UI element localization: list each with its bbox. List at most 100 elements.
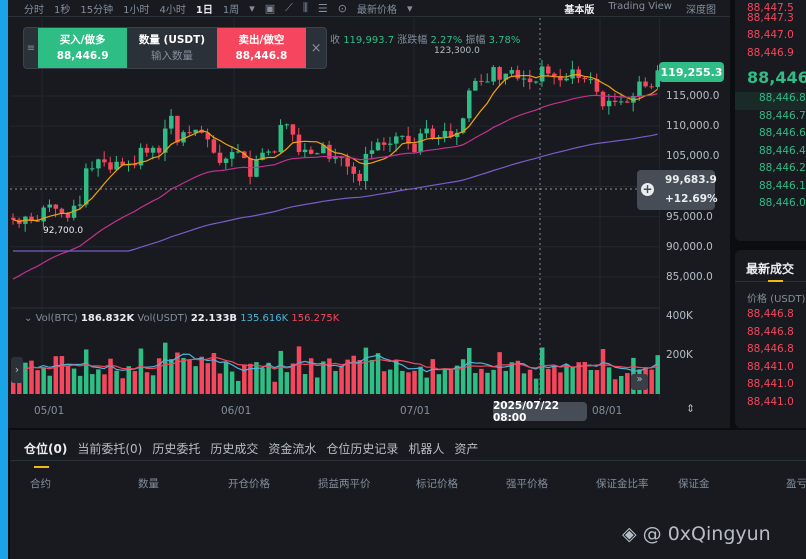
close-icon[interactable]: × [310,40,322,56]
tab-positions[interactable]: 仓位(0) [24,440,67,468]
fit-scale-icon[interactable]: ⇕ [686,403,695,415]
volume-bar [424,377,429,394]
bid-price[interactable]: 88,446.1 [759,179,806,192]
volume-bar [260,368,265,394]
candle-body [436,137,442,139]
candle-body [649,86,654,88]
view-basic[interactable]: 基本版 [564,4,595,16]
drag-handle-icon[interactable]: ≡ [26,42,36,54]
binance-logo-icon: ◈ [622,523,637,545]
expand-left-button[interactable]: › [11,357,23,383]
vol-ma1-value: 135.616K [240,313,289,324]
scroll-to-latest-button[interactable]: » [631,374,648,390]
col-margin-ratio: 保证金比率 [596,478,649,490]
candle-body [564,78,569,81]
add-alert-icon[interactable]: + [641,182,654,196]
quantity-input[interactable]: 数量 (USDT) 输入数量 [127,28,217,68]
price-type-select[interactable]: 最新价格 [357,4,397,16]
candle-body [473,80,478,91]
volume-bar [156,358,162,394]
settings-icon[interactable]: ☰ [317,1,328,15]
volume-bar [53,356,59,394]
bid-price[interactable]: 88,446.7 [759,109,806,122]
candlestick-chart[interactable] [10,18,660,400]
interval-1m[interactable]: 分时 [24,4,44,16]
volume-bar [308,358,314,394]
crosshair-date-label: 2025/07/22 08:00 [493,400,587,424]
ask-price[interactable]: 88,447.3 [747,11,794,24]
volume-bar [223,362,229,394]
calendar-icon[interactable]: ▣ [264,1,276,15]
tab-order-history[interactable]: 历史委托 [152,442,201,456]
ask-price[interactable]: 88,447.5 [747,2,794,14]
bid-price[interactable]: 88,446.0 [759,197,806,209]
sell-short-button[interactable]: 卖出/做空 88,446.8 [216,28,307,68]
bid-price[interactable]: 88,446.4 [759,144,806,157]
candle-body [485,81,490,83]
buy-long-button[interactable]: 买入/做多 88,446.9 [37,28,128,68]
volume-bar [211,353,217,394]
col-pnl: 盈亏 [786,478,806,490]
candle-body [108,162,113,170]
candle-body [606,100,612,107]
volume-bar [375,353,381,394]
price-tick: 115,000.0 [666,90,720,102]
tab-bots[interactable]: 机器人 [408,442,445,456]
more-intervals-chevron-icon[interactable]: ▾ [249,1,255,15]
candle-body [369,150,375,154]
bid-price[interactable]: 88,446.6 [759,127,806,139]
tab-assets[interactable]: 资产 [454,442,479,456]
volume-bar [381,371,387,394]
candle-body [631,96,636,103]
tab-trade-history[interactable]: 历史成交 [210,442,259,456]
view-tradingview[interactable]: Trading View [608,0,672,12]
volume-bar [284,372,290,394]
candle-body [77,204,83,206]
volume-bar [77,375,83,394]
price-tick: 110,000.0 [666,120,720,132]
candle-body [588,79,594,81]
indicator-icon[interactable]: ⟋ [285,1,293,14]
left-edge-strip [0,0,8,559]
volume-bar [558,372,563,394]
gear-icon[interactable]: ⊙ [337,1,347,15]
candle-body [582,77,588,80]
candle-body [29,216,34,221]
recent-trades-title[interactable]: 最新成交 [735,250,806,282]
interval-15m[interactable]: 15分钟 [80,4,114,16]
col-entry-price: 开仓价格 [228,478,270,490]
interval-1d[interactable]: 1日 [195,4,213,16]
interval-4h[interactable]: 4小时 [159,4,186,16]
col-liq-price: 强平价格 [506,478,548,490]
bid-price[interactable]: 88,446.8 [759,92,806,104]
volume-bar [138,348,144,394]
bid-price[interactable]: 88,446.2 [759,162,806,174]
volume-bar [564,364,569,394]
collapse-chevron-icon[interactable]: ⌄ [24,313,33,324]
ask-price[interactable]: 88,447.0 [747,29,794,41]
volume-bar [296,346,302,394]
interval-1s[interactable]: 1秒 [54,4,71,16]
tab-position-history[interactable]: 仓位历史记录 [326,442,399,456]
volume-bar [96,369,101,394]
candle-body [302,149,308,153]
interval-1h[interactable]: 1小时 [123,4,150,16]
volume-bar [187,359,192,394]
tab-transactions[interactable]: 资金流水 [268,442,317,456]
candle-body [235,151,241,153]
interval-1w[interactable]: 1周 [222,4,240,16]
volume-bar [11,378,16,394]
volume-bar [235,380,241,394]
candle-body [345,158,350,167]
price-tick: 95,000.0 [666,211,713,223]
volume-bar [90,374,95,394]
ask-price[interactable]: 88,446.9 [747,46,794,59]
candle-body [363,153,369,182]
view-depth[interactable]: 深度图 [686,4,716,16]
candle-type-icon[interactable]: ⫼ [302,1,308,14]
trade-price: 88,441.0 [747,378,794,390]
col-margin: 保证金 [678,478,710,490]
volume-bar [588,369,594,394]
tab-open-orders[interactable]: 当前委托(0) [77,442,143,456]
volume-bar [491,369,496,394]
